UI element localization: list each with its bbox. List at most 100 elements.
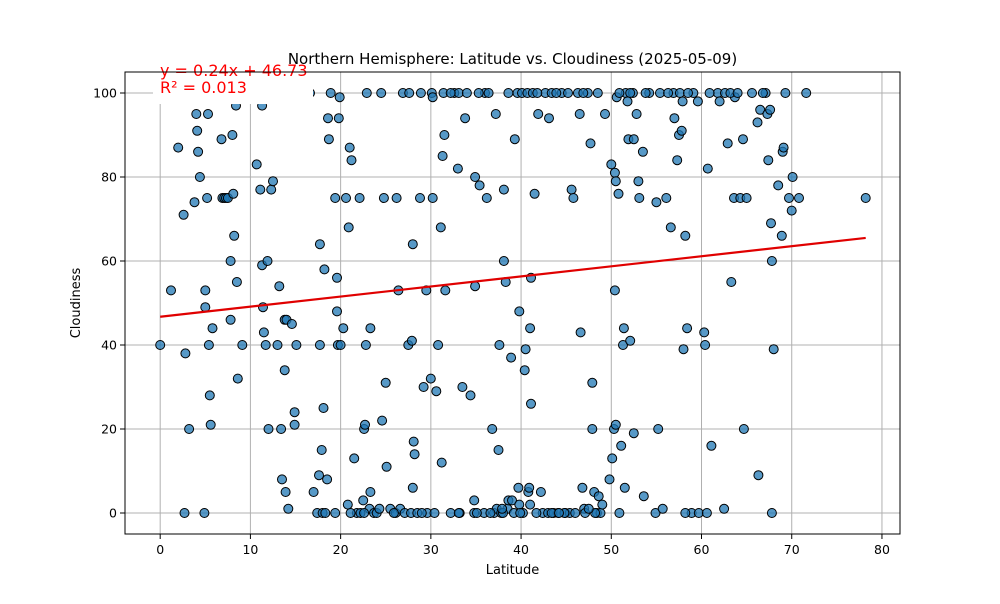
data-point (251, 159, 262, 170)
data-point (308, 487, 319, 497)
data-point (272, 340, 283, 350)
data-point (192, 125, 203, 136)
data-point (498, 256, 509, 266)
data-point (323, 113, 333, 124)
data-point (786, 205, 797, 216)
data-point (628, 134, 639, 145)
data-point (374, 503, 385, 514)
data-point (437, 151, 448, 161)
data-point (314, 239, 325, 250)
data-point (276, 424, 287, 434)
data-point (332, 306, 342, 317)
data-point (225, 256, 236, 266)
data-point (487, 424, 498, 434)
data-point (415, 88, 426, 98)
data-point (227, 130, 238, 140)
data-point (341, 193, 351, 203)
data-point (460, 113, 471, 124)
data-point (427, 193, 438, 203)
data-point (519, 365, 530, 376)
data-point (529, 188, 540, 199)
data-point (672, 155, 683, 166)
data-point (289, 407, 300, 418)
data-point (427, 92, 438, 103)
data-point (440, 285, 451, 296)
data-point (613, 188, 624, 199)
data-point (732, 88, 743, 98)
data-point (260, 340, 271, 350)
data-point (493, 445, 504, 455)
data-point (637, 146, 648, 157)
data-point (669, 113, 680, 124)
y-tick-label: 20 (101, 422, 117, 437)
data-point (216, 134, 227, 145)
data-point (360, 419, 370, 430)
data-point (425, 373, 436, 384)
data-point (587, 377, 598, 388)
data-point (768, 344, 779, 355)
data-point (651, 197, 662, 208)
data-point (625, 88, 636, 98)
data-point (179, 508, 190, 518)
data-point (776, 230, 787, 241)
data-point (778, 142, 789, 153)
data-point (263, 424, 274, 434)
data-point (610, 176, 621, 187)
data-point (381, 461, 392, 472)
data-point (524, 482, 535, 493)
data-point (237, 340, 248, 350)
data-point (342, 499, 353, 510)
data-point (566, 184, 577, 195)
data-point (380, 377, 391, 388)
data-point (544, 113, 554, 124)
data-point (860, 193, 871, 203)
data-point (583, 503, 594, 514)
data-point (507, 495, 517, 506)
data-point (200, 285, 211, 296)
data-point (377, 415, 388, 426)
data-point (609, 285, 620, 296)
data-point (173, 142, 184, 153)
data-point (319, 264, 330, 275)
x-tick-label: 80 (874, 542, 890, 557)
data-point (766, 508, 777, 518)
data-point (622, 96, 633, 107)
data-point (719, 503, 730, 514)
data-point (773, 180, 784, 191)
data-point (606, 159, 617, 170)
data-point (514, 306, 525, 317)
data-point (676, 125, 687, 136)
data-point (473, 88, 484, 98)
data-point (178, 209, 189, 220)
data-point (343, 222, 354, 233)
data-point (469, 495, 480, 506)
data-point (205, 419, 216, 430)
data-point (563, 88, 573, 98)
data-point (461, 88, 472, 98)
data-point (525, 323, 536, 334)
data-point (631, 109, 642, 119)
data-point (677, 96, 688, 107)
data-point (471, 508, 482, 518)
y-tick-label: 100 (93, 86, 117, 101)
data-point (638, 491, 649, 502)
data-point (722, 138, 733, 149)
data-point (194, 172, 205, 182)
data-point (625, 335, 636, 346)
data-point (391, 193, 402, 203)
data-point (604, 474, 615, 485)
data-point (618, 323, 629, 334)
x-tick-label: 70 (784, 542, 800, 557)
data-point (184, 424, 195, 434)
data-point (431, 386, 442, 397)
data-point (678, 344, 689, 355)
regression-line (160, 236, 866, 318)
data-point (229, 230, 240, 241)
data-point (577, 482, 588, 493)
data-point (702, 163, 713, 174)
data-point (481, 193, 492, 203)
data-point (193, 146, 204, 157)
data-point (457, 382, 468, 392)
y-tick-label: 40 (101, 338, 117, 353)
